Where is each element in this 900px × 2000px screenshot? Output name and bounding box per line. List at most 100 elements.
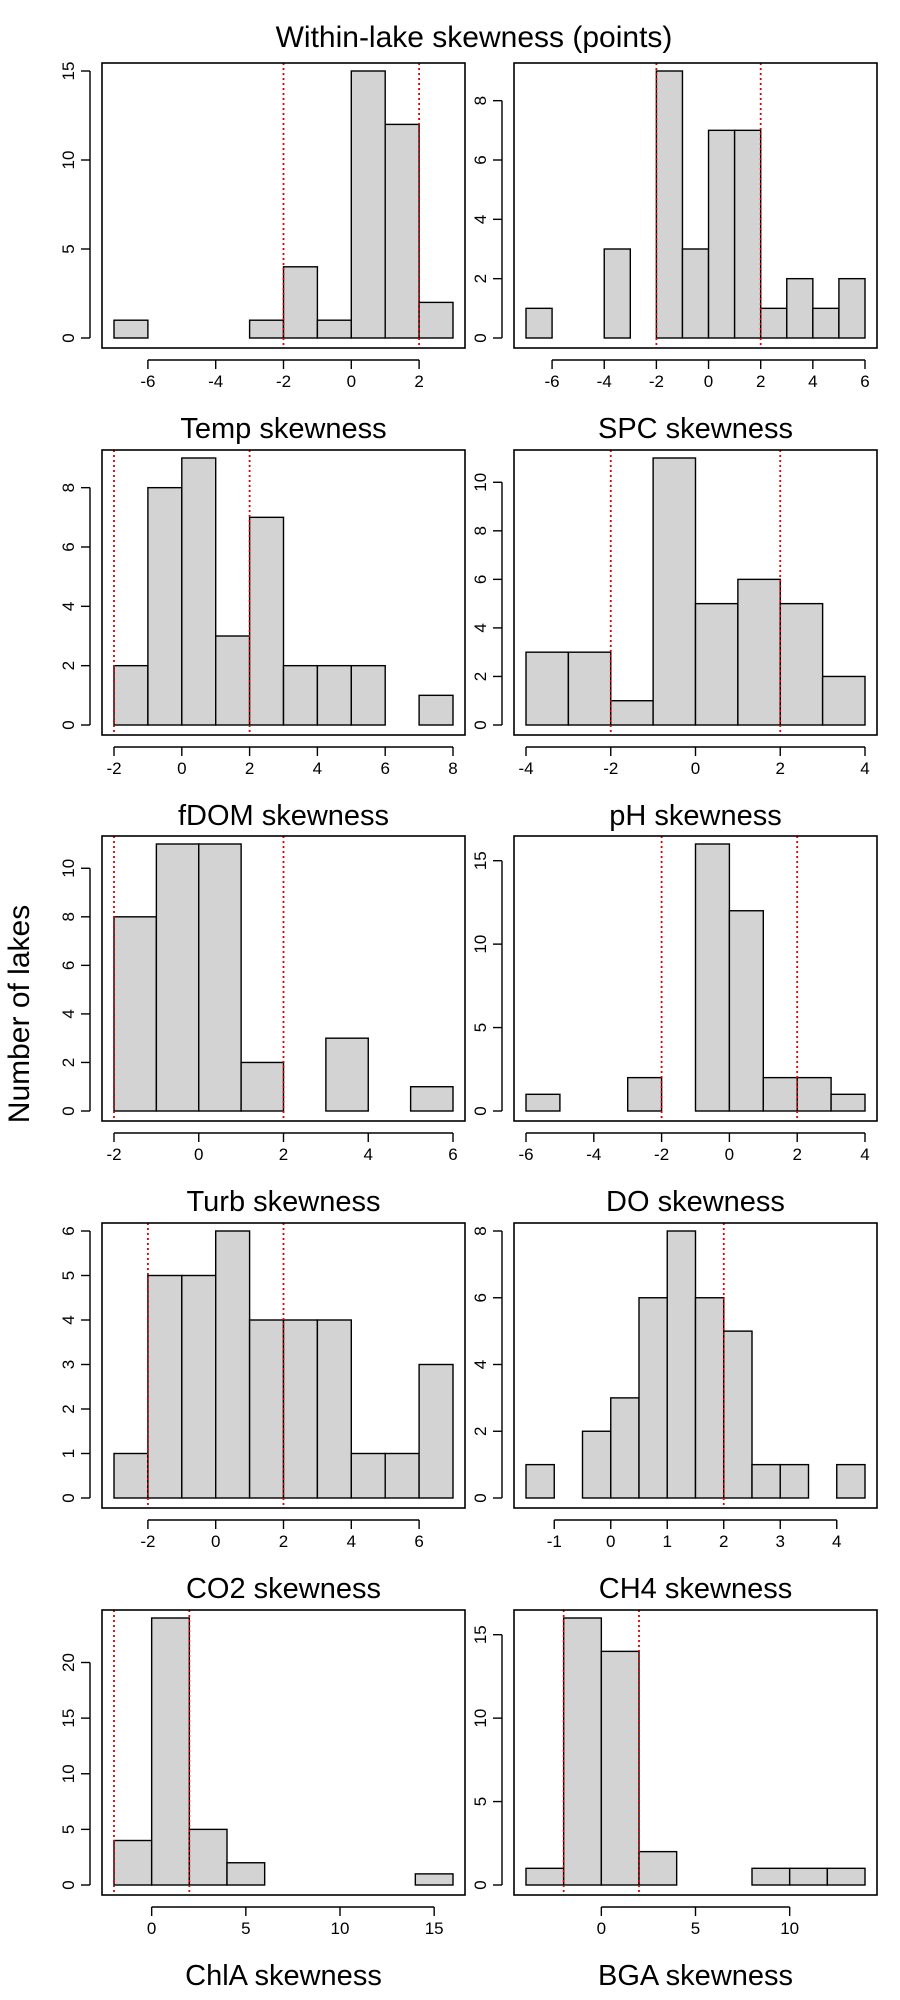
histogram-bar	[728, 910, 765, 1112]
histogram-bar	[350, 70, 386, 339]
x-axis-title: ChlA skewness	[185, 1960, 382, 1992]
x-tick-label: -2	[106, 759, 121, 778]
histogram-bar	[282, 1319, 319, 1499]
plot-frame	[101, 1609, 466, 1896]
x-tick-label: -4	[586, 1145, 601, 1164]
y-tick-label: 10	[471, 1709, 490, 1728]
x-tick-label: 8	[448, 759, 457, 778]
y-tick-label: 2	[59, 1058, 78, 1067]
histogram-bar	[188, 1828, 228, 1886]
histogram-bar	[830, 1093, 866, 1112]
histogram-bar	[214, 1230, 251, 1499]
x-tick-label: -2	[654, 1145, 669, 1164]
histogram-panel: -2 0 2 4 6 0 2 4 6 8 10 Turb skewness	[59, 835, 466, 1218]
x-tick-label: 10	[780, 1919, 799, 1938]
y-tick-label: 0	[59, 1880, 78, 1889]
x-tick-label: 6	[380, 759, 389, 778]
x-tick-label: 2	[756, 372, 765, 391]
histogram-bar	[198, 843, 242, 1112]
y-tick-label: 8	[471, 526, 490, 535]
y-tick-label: 0	[471, 333, 490, 342]
y-tick-label: 5	[59, 1271, 78, 1280]
histogram-bar	[113, 319, 149, 339]
x-tick-label: 2	[776, 759, 785, 778]
y-tick-label: 6	[59, 542, 78, 551]
y-tick-label: 2	[471, 1427, 490, 1436]
y-tick-label: 6	[59, 961, 78, 970]
histogram-bar	[282, 266, 319, 339]
histogram-bar	[316, 664, 352, 726]
histogram-bar	[150, 1617, 191, 1886]
histogram-panel: -6 -4 -2 0 2 4 0 5 10 15 DO skewness	[471, 835, 878, 1218]
y-tick-label: 1	[59, 1449, 78, 1458]
x-tick-label: 4	[364, 1145, 373, 1164]
x-tick-label: 0	[211, 1532, 220, 1551]
y-tick-label: 15	[471, 851, 490, 870]
histogram-bar	[240, 1061, 285, 1112]
x-tick-label: 10	[331, 1919, 350, 1938]
histogram-bar	[610, 1397, 640, 1499]
histogram-bar	[155, 843, 200, 1112]
plot-frame	[101, 1222, 466, 1509]
x-tick-label: -4	[518, 759, 533, 778]
y-tick-label: 6	[471, 575, 490, 584]
y-tick-label: 5	[59, 1825, 78, 1834]
y-tick-label: 0	[59, 1493, 78, 1502]
x-tick-label: 15	[425, 1919, 444, 1938]
histogram-bar	[812, 307, 840, 339]
y-tick-label: 15	[59, 1709, 78, 1728]
y-tick-label: 8	[59, 483, 78, 492]
plot-frame	[513, 1609, 878, 1896]
histogram-bar	[821, 675, 866, 726]
y-tick-label: 5	[471, 1797, 490, 1806]
x-tick-label: 5	[691, 1919, 700, 1938]
histogram-bar	[113, 1452, 149, 1499]
histogram-bar	[694, 602, 739, 726]
x-tick-label: 4	[347, 1532, 356, 1551]
y-tick-label: 10	[59, 151, 78, 170]
x-axis-title: Turb skewness	[187, 1186, 381, 1218]
histogram-bar	[567, 651, 612, 726]
x-tick-label: 1	[663, 1532, 672, 1551]
histogram-bar	[655, 70, 684, 339]
figure-title: Within-lake skewness (points)	[276, 21, 673, 54]
x-tick-label: 2	[279, 1145, 288, 1164]
histogram-bar	[751, 1867, 791, 1886]
histogram-bar	[384, 1452, 420, 1499]
histogram-bar	[113, 916, 158, 1112]
histogram-bar	[759, 307, 788, 339]
y-tick-label: 5	[471, 1023, 490, 1032]
histogram-bar	[751, 1463, 781, 1499]
histogram-bar	[282, 664, 319, 726]
histogram-panel: -1 0 1 2 3 4 0 2 4 6 8 CH4 skewness	[471, 1222, 878, 1605]
y-tick-label: 2	[59, 1404, 78, 1413]
histogram-bar	[409, 1086, 454, 1112]
histogram-bar	[226, 1862, 266, 1886]
histogram-panel: -2 0 2 4 6 8 0 2 4 6 8 fDOM skewness	[59, 449, 466, 832]
y-tick-label: 0	[471, 1880, 490, 1889]
histogram-bar	[694, 843, 731, 1112]
histogram-bar	[325, 1037, 369, 1112]
histogram-panel: -6 -4 -2 0 2 4 6 0 2 4 6 8 SPC skewness	[471, 62, 878, 445]
x-tick-label: 0	[177, 759, 186, 778]
y-tick-label: 0	[59, 333, 78, 342]
histogram-bar	[525, 1463, 555, 1499]
y-tick-label: 15	[59, 62, 78, 81]
histogram-bar	[414, 1873, 454, 1886]
histogram-bar	[610, 700, 654, 726]
x-tick-label: 4	[808, 372, 817, 391]
x-axis-title: CO2 skewness	[186, 1573, 381, 1605]
x-tick-label: 2	[245, 759, 254, 778]
y-tick-label: 0	[59, 1106, 78, 1115]
histogram-bar	[638, 1850, 678, 1886]
y-tick-label: 0	[471, 720, 490, 729]
x-tick-label: 4	[860, 759, 869, 778]
histogram-bar	[316, 1319, 352, 1499]
x-axis-title: DO skewness	[606, 1186, 785, 1218]
histogram-bar	[248, 1319, 285, 1499]
histogram-bar	[248, 516, 285, 726]
histogram-panel: -4 -2 0 2 4 0 2 4 6 8 10 pH skewness	[471, 449, 878, 832]
y-tick-label: 5	[59, 244, 78, 253]
histogram-bar	[681, 248, 710, 339]
x-tick-label: 6	[860, 372, 869, 391]
